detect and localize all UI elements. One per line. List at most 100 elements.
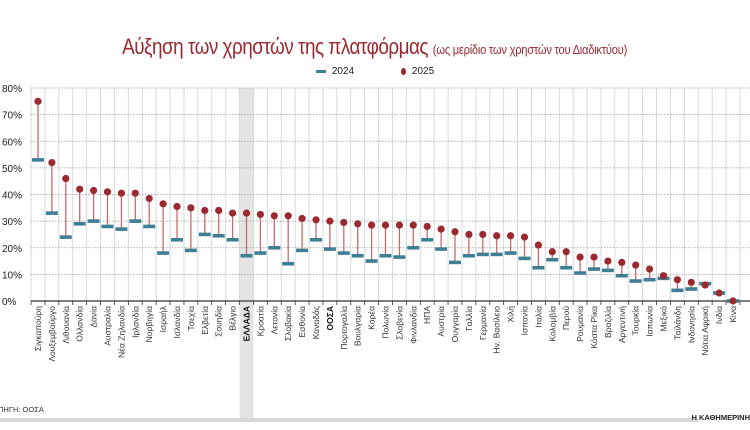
- x-tick-label: Σουηδία: [214, 306, 224, 337]
- x-tick-label: Σιγκαπούρη: [33, 306, 43, 351]
- marker-2024: [240, 253, 253, 258]
- marker-2024: [157, 251, 170, 255]
- marker-2025: [159, 200, 167, 208]
- marker-2024: [601, 268, 614, 273]
- marker-2025: [409, 221, 417, 229]
- marker-2024: [462, 253, 475, 258]
- marker-2024: [337, 251, 350, 255]
- x-tick-label: Ιταλία: [533, 306, 543, 328]
- marker-2025: [34, 97, 42, 105]
- x-tick-label: Γερμανία: [478, 306, 488, 340]
- chart-title-wrap: Αύξηση των χρηστών της πλατφόρμας (ως με…: [0, 34, 750, 60]
- marker-2025: [520, 233, 529, 241]
- x-tick-label: Ταϊλάνδη: [672, 306, 682, 340]
- marker-2025: [507, 232, 515, 240]
- marker-2025: [451, 228, 459, 236]
- x-tick-label: Ιαπωνία: [645, 306, 655, 337]
- marker-2025: [479, 230, 487, 239]
- vertical-gridlines: [30, 88, 741, 301]
- marker-2025: [103, 188, 112, 196]
- marker-2025: [145, 194, 153, 203]
- marker-2024: [671, 288, 684, 293]
- x-tick-label: Ην. Βασίλειο: [492, 306, 502, 354]
- marker-2024: [310, 237, 322, 242]
- marker-2024: [365, 259, 378, 263]
- chart-subtitle: (ως μερίδιο των χρηστών του Διαδικτύου): [433, 42, 628, 57]
- marker-2025: [632, 261, 640, 269]
- marker-2024: [588, 267, 600, 271]
- marker-2025: [465, 230, 473, 239]
- source-note: ΠΗΓΗ: ΟΟΣΑ: [0, 405, 44, 414]
- marker-2024: [546, 257, 559, 262]
- marker-2025: [423, 222, 431, 231]
- marker-2024: [32, 158, 44, 162]
- x-tick-label: Πολωνία: [381, 306, 391, 339]
- marker-2024: [282, 261, 295, 266]
- x-tick-label: Ουγγαρία: [450, 306, 460, 342]
- x-tick-label: Αυστραλία: [103, 306, 113, 346]
- marker-2025: [215, 206, 223, 215]
- marker-2025: [76, 185, 84, 193]
- marker-2024: [393, 255, 406, 259]
- marker-2025: [284, 212, 292, 220]
- marker-2024: [184, 248, 197, 253]
- x-tick-label: Κόστα Ρίκα: [589, 306, 599, 349]
- x-tick-label: Αργεντινή: [617, 306, 627, 343]
- marker-2024: [532, 265, 545, 270]
- marker-2024: [59, 235, 72, 239]
- x-tick-label: Λιθουανία: [61, 306, 71, 344]
- legend-label-2025: 2025: [411, 66, 435, 77]
- marker-2025: [687, 278, 695, 286]
- legend-item-2025: 2025: [400, 66, 435, 77]
- marker-2025: [673, 276, 682, 284]
- x-tick-label: Γαλλία: [464, 306, 474, 331]
- y-axis-ticks: 0% 10% 20% 30% 40% 50% 60% 70% 80%: [2, 84, 22, 308]
- marker-2024: [212, 233, 225, 238]
- x-tick-label: Ισπανία: [520, 306, 530, 335]
- marker-2025: [256, 210, 264, 219]
- y-tick-label: 30%: [2, 217, 22, 228]
- marker-2025: [590, 253, 598, 261]
- marker-2025: [646, 265, 654, 273]
- marker-2025: [548, 248, 556, 256]
- marker-2025: [340, 218, 348, 227]
- y-tick-label: 60%: [2, 137, 22, 148]
- x-tick-label: Ρουμανία: [575, 306, 585, 342]
- chart-title-main: Αύξηση των χρηστών της πλατφόρμας: [122, 34, 429, 59]
- marker-2024: [87, 219, 100, 223]
- marker-2024: [115, 227, 128, 231]
- x-tick-label: Τσεχία: [186, 306, 196, 331]
- marker-2025: [729, 297, 737, 305]
- marker-2025: [90, 186, 98, 195]
- marker-2025: [437, 225, 445, 233]
- marker-2024: [73, 221, 86, 226]
- y-tick-label: 20%: [2, 244, 22, 255]
- marker-2025: [701, 281, 709, 289]
- y-tick-label: 0%: [2, 297, 17, 308]
- x-tick-label: Σλοβενία: [394, 306, 404, 340]
- legend-item-2024: 2024: [315, 66, 354, 77]
- x-tick-label: Βέλγιο: [228, 306, 238, 331]
- x-tick-label: Ιρλανδία: [130, 306, 140, 338]
- marker-2025: [173, 202, 181, 211]
- marker-2025: [576, 253, 584, 261]
- marker-2025: [368, 221, 376, 229]
- y-tick-label: 40%: [2, 191, 22, 202]
- marker-2024: [435, 247, 448, 251]
- marker-2024: [129, 219, 142, 223]
- marker-2025: [395, 221, 403, 229]
- marker-2025: [618, 258, 626, 266]
- x-tick-label: Λουξεμβούργο: [47, 306, 57, 362]
- marker-2024: [574, 271, 587, 275]
- x-tick-label: Εσθονία: [297, 306, 307, 338]
- x-tick-label: Ινδία: [714, 306, 724, 324]
- marker-2025: [48, 158, 56, 167]
- marker-2024: [629, 279, 642, 283]
- marker-2025: [715, 289, 723, 297]
- x-tick-label: Νότια Αφρική: [700, 306, 710, 356]
- legend-dot-marker-icon: [400, 67, 406, 75]
- marker-2024: [407, 245, 420, 250]
- marker-2025: [604, 257, 612, 265]
- x-tick-label: Καναδάς: [311, 306, 321, 339]
